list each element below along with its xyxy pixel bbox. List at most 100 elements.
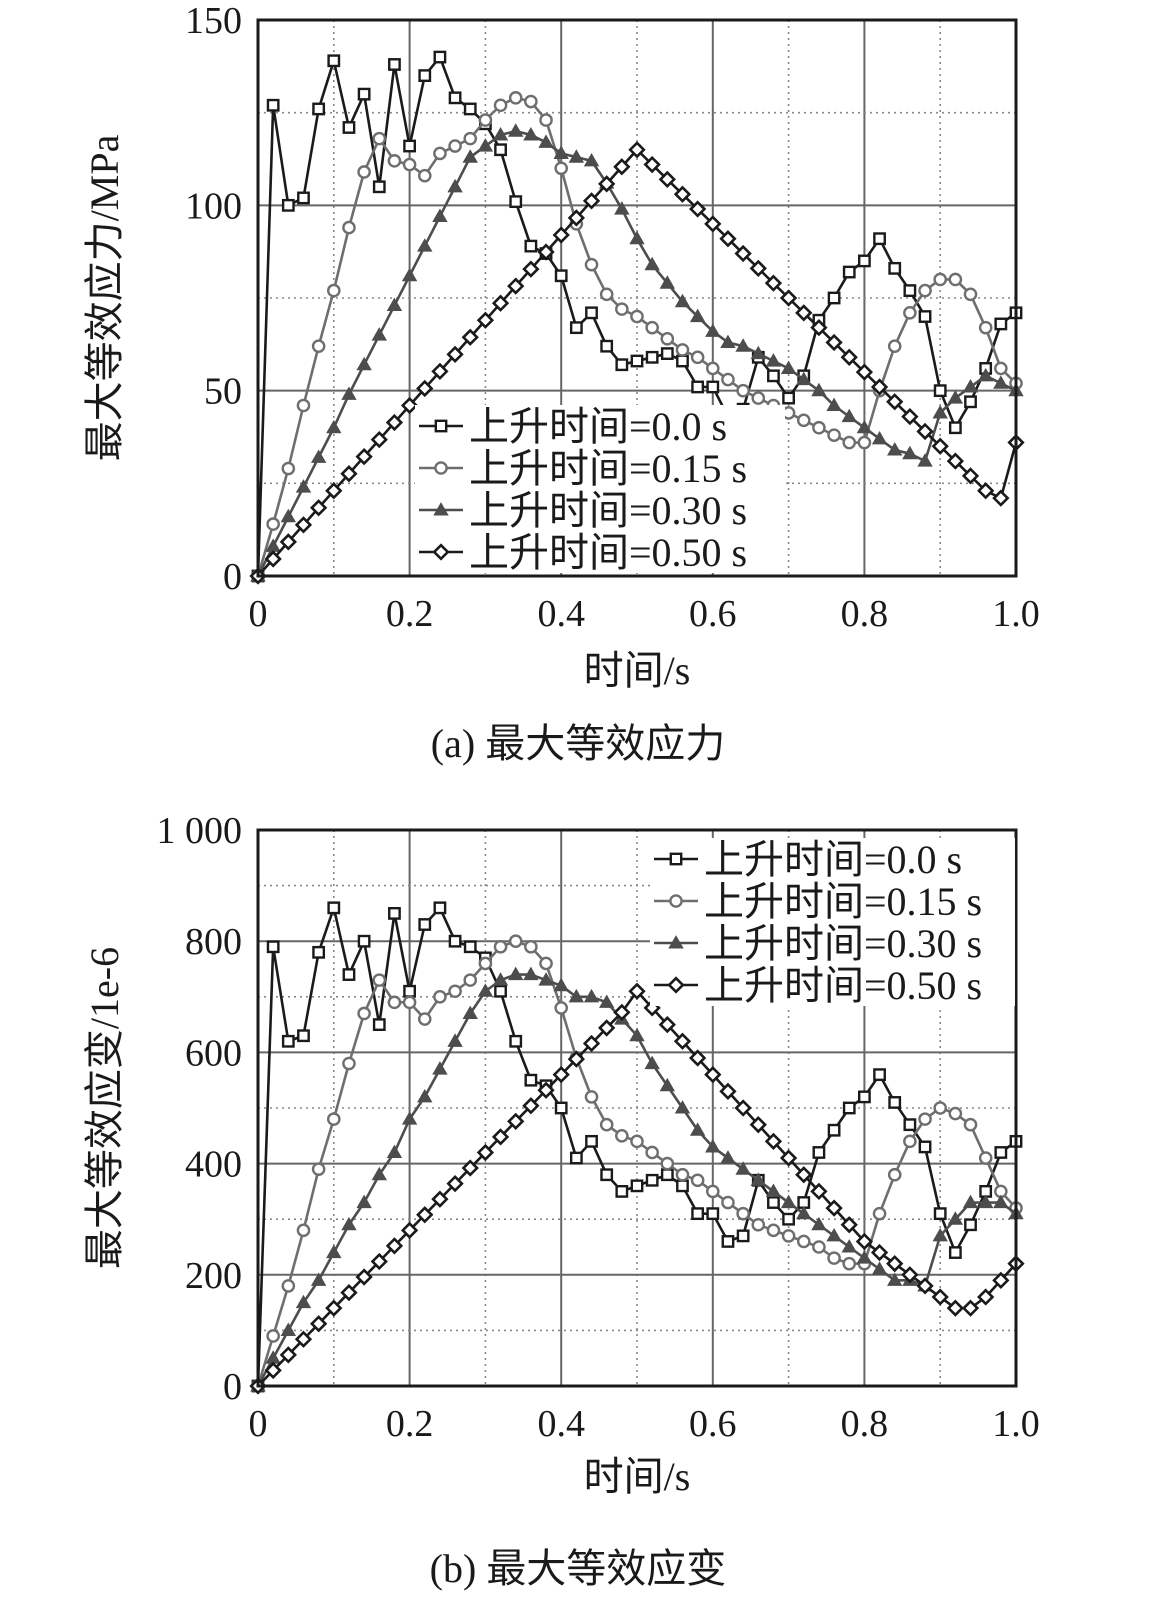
- data-point: [706, 361, 720, 376]
- data-point: [675, 343, 690, 357]
- data-point: [599, 1117, 614, 1132]
- legend-marker: [434, 461, 448, 475]
- x-axis-label: 时间/s: [584, 648, 691, 693]
- data-point: [993, 375, 1009, 389]
- y-tick-label: 200: [185, 1255, 242, 1297]
- data-point: [401, 1111, 418, 1125]
- data-point: [310, 499, 328, 517]
- data-point: [933, 384, 947, 398]
- data-point: [918, 310, 932, 323]
- x-tick-label: 0.6: [689, 1403, 737, 1445]
- data-point: [659, 275, 676, 289]
- data-point: [615, 358, 629, 372]
- data-point: [325, 482, 343, 500]
- legend-marker: [669, 894, 683, 908]
- legend-item: 上升时间=0.0 s: [654, 837, 962, 882]
- data-point: [326, 283, 341, 298]
- x-tick-label: 0: [249, 593, 268, 635]
- data-point: [508, 934, 523, 949]
- data-point: [281, 461, 296, 476]
- data-point: [630, 1134, 644, 1149]
- data-point: [447, 178, 463, 193]
- data-point: [764, 274, 783, 292]
- data-point: [781, 1229, 796, 1243]
- data-point: [870, 1243, 889, 1262]
- data-point: [598, 175, 616, 193]
- data-point: [386, 297, 403, 311]
- data-point: [659, 1077, 676, 1092]
- data-point: [266, 98, 280, 112]
- legend-box: [650, 838, 1015, 1006]
- data-point: [735, 338, 751, 352]
- data-point: [963, 1117, 978, 1132]
- data-point: [855, 1232, 874, 1251]
- legend-label: 上升时间=0.50 s: [469, 530, 747, 575]
- data-point: [372, 973, 387, 987]
- data-point: [356, 356, 372, 371]
- data-point: [749, 259, 767, 277]
- data-point: [840, 348, 858, 366]
- data-point: [280, 508, 297, 523]
- data-point: [388, 907, 401, 920]
- data-point: [947, 390, 964, 404]
- legend-label: 上升时间=0.15 s: [469, 446, 747, 491]
- legend-item: 上升时间=0.0 s: [419, 404, 727, 449]
- data-point: [719, 1082, 737, 1100]
- data-point: [644, 1055, 660, 1070]
- data-point: [706, 380, 720, 394]
- data-point: [903, 306, 917, 320]
- data-point: [538, 972, 554, 986]
- data-point: [961, 1299, 980, 1317]
- y-tick-label: 0: [223, 556, 242, 598]
- data-point: [782, 1212, 796, 1226]
- data-point: [371, 327, 387, 341]
- data-point: [977, 1194, 994, 1209]
- legend-label: 上升时间=0.15 s: [704, 879, 982, 924]
- data-point: [764, 1132, 783, 1150]
- data-point: [827, 1123, 841, 1137]
- data-point: [325, 1299, 343, 1317]
- data-point: [660, 1156, 675, 1171]
- data-point: [507, 1112, 525, 1130]
- data-point: [494, 984, 507, 998]
- x-tick-label: 0: [249, 1403, 268, 1445]
- data-point: [537, 243, 555, 261]
- data-point: [509, 195, 523, 209]
- data-point: [297, 1029, 310, 1043]
- data-point: [811, 1216, 827, 1231]
- data-point: [689, 1122, 706, 1136]
- data-point: [628, 141, 646, 159]
- data-point: [887, 1272, 903, 1286]
- data-point: [962, 379, 979, 393]
- data-point: [676, 1179, 689, 1193]
- data-point: [948, 421, 962, 435]
- data-point: [689, 1049, 707, 1067]
- data-point: [749, 1116, 767, 1134]
- data-point: [750, 1172, 766, 1186]
- data-point: [311, 1162, 326, 1176]
- data-point: [357, 87, 371, 101]
- y-tick-label: 50: [204, 371, 242, 413]
- data-point: [872, 1206, 887, 1221]
- data-point: [400, 1221, 419, 1239]
- data-point: [858, 254, 871, 268]
- data-point: [840, 1216, 858, 1234]
- y-tick-label: 150: [185, 0, 242, 42]
- data-point: [810, 1182, 828, 1201]
- data-point: [326, 1112, 341, 1126]
- data-point: [462, 1005, 478, 1020]
- x-axis-label: 时间/s: [584, 1454, 691, 1499]
- data-point: [357, 1006, 371, 1021]
- data-point: [476, 1143, 495, 1162]
- data-point: [706, 1184, 720, 1199]
- data-point: [416, 1206, 434, 1224]
- data-point: [568, 988, 585, 1003]
- data-point: [387, 995, 402, 1010]
- data-point: [825, 1199, 843, 1217]
- y-axis-label: 最大等效应力/MPa: [82, 134, 127, 461]
- data-point: [888, 1096, 902, 1109]
- data-point: [522, 260, 540, 278]
- data-point: [310, 1272, 327, 1286]
- data-point: [842, 1101, 856, 1115]
- data-point: [492, 972, 509, 986]
